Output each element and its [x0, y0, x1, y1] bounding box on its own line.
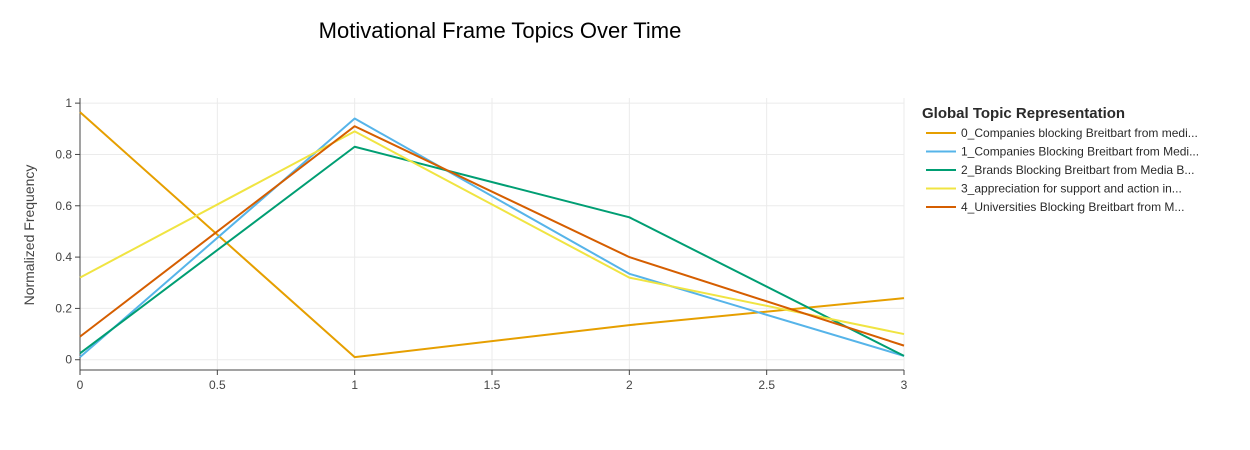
legend-label: 3_appreciation for support and action in…	[961, 182, 1182, 196]
legend-title: Global Topic Representation	[922, 105, 1125, 122]
legend[interactable]: 0_Companies blocking Breitbart from medi…	[926, 126, 1199, 214]
x-tick-label: 0	[77, 378, 84, 392]
x-tick-label: 1.5	[484, 378, 501, 392]
y-tick-label: 0.2	[55, 301, 72, 315]
y-axis-title: Normalized Frequency	[21, 165, 37, 306]
axes	[75, 98, 905, 375]
x-tick-label: 2	[626, 378, 633, 392]
x-tick-label: 2.5	[758, 378, 775, 392]
legend-label: 1_Companies Blocking Breitbart from Medi…	[961, 145, 1199, 159]
legend-item-0[interactable]: 0_Companies blocking Breitbart from medi…	[926, 126, 1198, 140]
legend-label: 4_Universities Blocking Breitbart from M…	[961, 200, 1184, 214]
legend-item-1[interactable]: 1_Companies Blocking Breitbart from Medi…	[926, 145, 1199, 159]
grid	[79, 98, 905, 370]
series-line-1[interactable]	[79, 117, 905, 358]
chart-title: Motivational Frame Topics Over Time	[319, 18, 682, 43]
x-tick-label: 0.5	[209, 378, 226, 392]
y-tick-label: 1	[65, 96, 72, 110]
legend-label: 0_Companies blocking Breitbart from medi…	[961, 126, 1198, 140]
legend-item-3[interactable]: 3_appreciation for support and action in…	[926, 182, 1182, 196]
x-tick-label: 1	[351, 378, 358, 392]
tick-labels: 0 0.5 1 1.5 2 2.5 3 0 0.2 0.4 0.6 0.8 1	[55, 96, 907, 392]
legend-item-2[interactable]: 2_Brands Blocking Breitbart from Media B…	[926, 163, 1194, 177]
y-tick-label: 0	[65, 353, 72, 367]
series-lines	[79, 111, 905, 359]
y-tick-label: 0.6	[55, 199, 72, 213]
series-line-3[interactable]	[79, 130, 905, 336]
x-tick-label: 3	[901, 378, 908, 392]
y-tick-label: 0.8	[55, 147, 72, 161]
legend-item-4[interactable]: 4_Universities Blocking Breitbart from M…	[926, 200, 1184, 214]
y-tick-label: 0.4	[55, 250, 72, 264]
series-line-4[interactable]	[79, 125, 905, 347]
series-line-0[interactable]	[79, 111, 905, 359]
legend-label: 2_Brands Blocking Breitbart from Media B…	[961, 163, 1194, 177]
series-line-2[interactable]	[79, 145, 905, 357]
